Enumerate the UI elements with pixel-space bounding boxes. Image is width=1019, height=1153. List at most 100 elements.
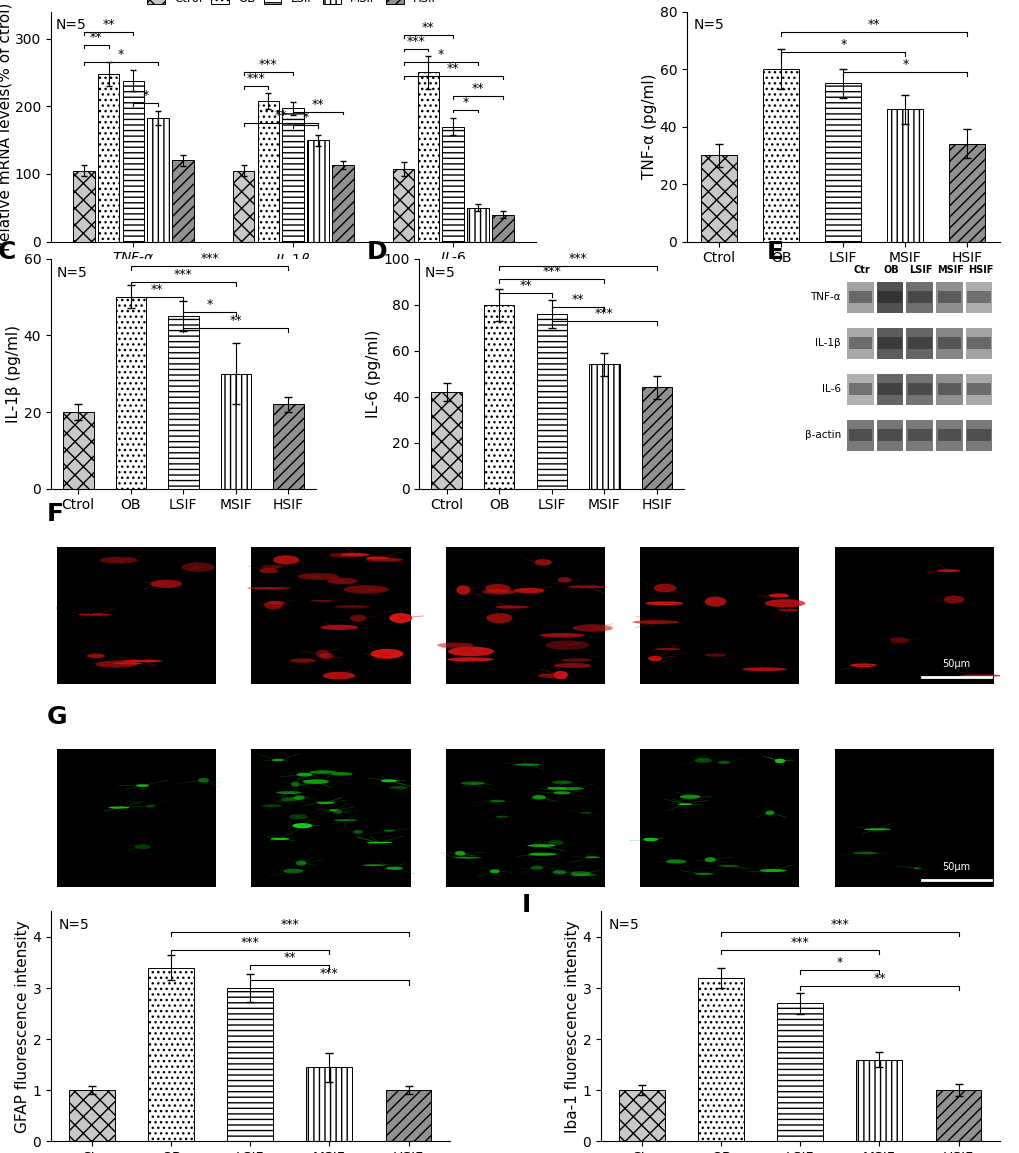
- Text: GFAP: GFAP: [56, 602, 100, 617]
- Ellipse shape: [571, 874, 596, 876]
- Text: **: **: [283, 951, 296, 964]
- Bar: [69, 1091, 115, 1141]
- Bar: [907, 338, 930, 349]
- Bar: [906, 327, 932, 359]
- Bar: [168, 316, 199, 489]
- Ellipse shape: [290, 782, 300, 786]
- Bar: [417, 73, 439, 242]
- Text: IL-6: IL-6: [821, 384, 840, 394]
- Ellipse shape: [198, 778, 209, 783]
- Ellipse shape: [271, 759, 284, 761]
- Bar: [445, 749, 604, 887]
- Bar: [936, 338, 960, 349]
- Ellipse shape: [333, 819, 358, 821]
- Bar: [876, 281, 903, 312]
- Ellipse shape: [135, 844, 151, 849]
- Ellipse shape: [551, 781, 572, 784]
- Text: N=5: N=5: [56, 18, 87, 32]
- Bar: [73, 171, 95, 242]
- Ellipse shape: [515, 763, 540, 766]
- Text: *: *: [902, 58, 908, 71]
- Ellipse shape: [572, 624, 612, 632]
- Bar: [227, 988, 273, 1141]
- Bar: [906, 374, 932, 405]
- Text: *: *: [303, 111, 309, 125]
- Bar: [148, 967, 194, 1141]
- Text: *: *: [206, 299, 213, 311]
- Ellipse shape: [95, 661, 138, 668]
- Bar: [698, 978, 744, 1141]
- Bar: [282, 108, 304, 242]
- Ellipse shape: [293, 796, 305, 800]
- Bar: [935, 374, 962, 405]
- Ellipse shape: [340, 553, 369, 556]
- Bar: [965, 281, 991, 312]
- Bar: [641, 387, 672, 489]
- Bar: [307, 141, 328, 242]
- Text: *: *: [836, 956, 842, 970]
- Bar: [936, 429, 960, 442]
- Ellipse shape: [316, 649, 329, 658]
- Text: **: **: [867, 17, 879, 31]
- Bar: [848, 292, 871, 303]
- Bar: [63, 412, 94, 489]
- Ellipse shape: [303, 779, 328, 784]
- Bar: [445, 547, 604, 684]
- Bar: [936, 292, 960, 303]
- Ellipse shape: [558, 787, 583, 790]
- Bar: [965, 374, 991, 405]
- Ellipse shape: [552, 791, 571, 794]
- Ellipse shape: [323, 672, 355, 679]
- Text: *: *: [437, 48, 443, 61]
- Text: TNF-α: TNF-α: [809, 292, 840, 302]
- Bar: [876, 420, 903, 451]
- Text: G: G: [46, 704, 67, 729]
- Text: β-actin: β-actin: [804, 430, 840, 440]
- Ellipse shape: [77, 613, 110, 616]
- Ellipse shape: [334, 605, 370, 609]
- Ellipse shape: [328, 552, 365, 557]
- Ellipse shape: [455, 586, 470, 595]
- Ellipse shape: [532, 794, 545, 799]
- Ellipse shape: [296, 860, 306, 866]
- Ellipse shape: [849, 663, 876, 668]
- Bar: [965, 327, 991, 359]
- Bar: [98, 74, 119, 242]
- Bar: [431, 392, 462, 489]
- Ellipse shape: [704, 596, 726, 606]
- Bar: [115, 297, 146, 489]
- Ellipse shape: [261, 805, 282, 807]
- Text: I: I: [521, 892, 530, 917]
- Ellipse shape: [528, 852, 556, 856]
- Text: LSIF: LSIF: [508, 729, 541, 743]
- Text: **: **: [274, 110, 286, 122]
- Ellipse shape: [704, 857, 715, 862]
- Bar: [848, 383, 871, 395]
- Bar: [934, 1091, 980, 1141]
- Bar: [876, 327, 903, 359]
- Bar: [700, 156, 737, 242]
- Text: D: D: [366, 240, 387, 264]
- Ellipse shape: [87, 654, 105, 658]
- Bar: [877, 338, 901, 349]
- Text: LSIF: LSIF: [508, 526, 541, 540]
- Ellipse shape: [270, 838, 289, 841]
- Bar: [877, 292, 901, 303]
- Y-axis label: IL-6 (pg/ml): IL-6 (pg/ml): [365, 330, 380, 417]
- Ellipse shape: [654, 648, 680, 650]
- Bar: [273, 405, 304, 489]
- Ellipse shape: [343, 586, 388, 594]
- Text: ***: ***: [829, 918, 849, 930]
- Bar: [848, 429, 871, 442]
- Text: MSIF: MSIF: [701, 729, 738, 743]
- Bar: [491, 214, 513, 242]
- Ellipse shape: [559, 658, 591, 662]
- Ellipse shape: [717, 865, 739, 867]
- Ellipse shape: [553, 671, 568, 679]
- Ellipse shape: [547, 841, 564, 845]
- Text: **: **: [519, 279, 531, 293]
- Ellipse shape: [122, 660, 162, 662]
- Ellipse shape: [389, 613, 412, 623]
- Ellipse shape: [310, 600, 333, 602]
- Ellipse shape: [863, 828, 890, 830]
